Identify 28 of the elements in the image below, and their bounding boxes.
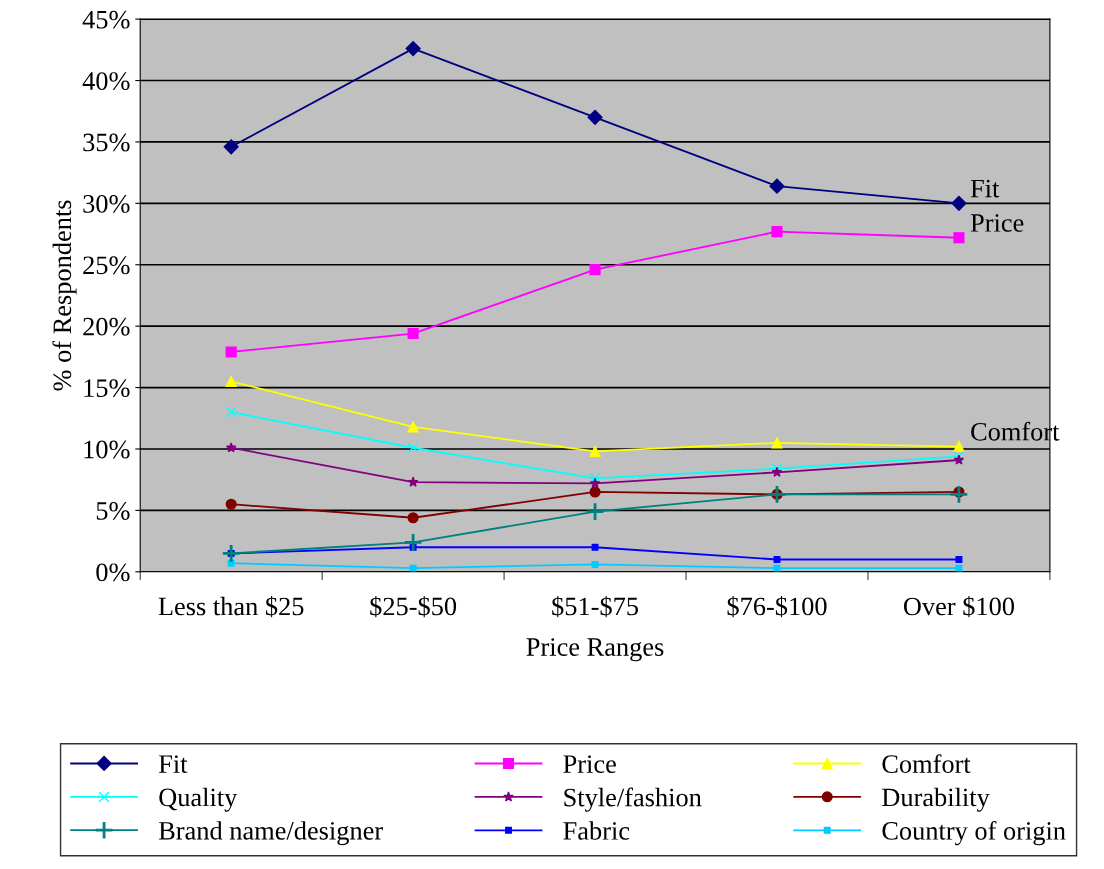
legend-label: Fabric <box>563 821 630 840</box>
y-tick-label: 35% <box>83 133 130 152</box>
y-tick-label: 15% <box>84 379 130 398</box>
x-tick-label: $25-$50 <box>370 596 457 618</box>
y-tick-label: 30% <box>83 194 130 213</box>
y-tick-label: 25% <box>83 256 130 275</box>
legend-label: Quality <box>159 787 238 812</box>
x-axis-title: Price Ranges <box>526 638 664 662</box>
legend-label: Brand name/designer <box>158 821 383 846</box>
legend-label: Comfort <box>882 754 971 773</box>
x-tick-label: $51-$75 <box>552 596 638 618</box>
y-axis-title: % of Respondents <box>52 200 77 391</box>
y-tick-label: 5% <box>96 502 130 520</box>
x-tick-label: $76-$100 <box>727 596 827 618</box>
y-tick-label: 10% <box>84 440 130 459</box>
legend-label: Style/fashion <box>564 787 702 812</box>
y-tick-label: 45% <box>82 10 130 29</box>
x-tick-label: Less than $25 <box>158 596 304 618</box>
y-tick-label: 20% <box>83 317 130 336</box>
legend-label: Durability <box>882 787 990 812</box>
y-tick-label: 40% <box>82 72 130 91</box>
y-tick-label: 0% <box>96 563 130 582</box>
legend-label: Country of origin <box>882 820 1066 846</box>
x-tick-label: Over $100 <box>903 596 1014 618</box>
legend-label: Price <box>563 755 616 773</box>
legend-label: Fit <box>158 755 188 773</box>
annotation: Price <box>970 214 1024 232</box>
annotation: Fit <box>970 179 1000 198</box>
